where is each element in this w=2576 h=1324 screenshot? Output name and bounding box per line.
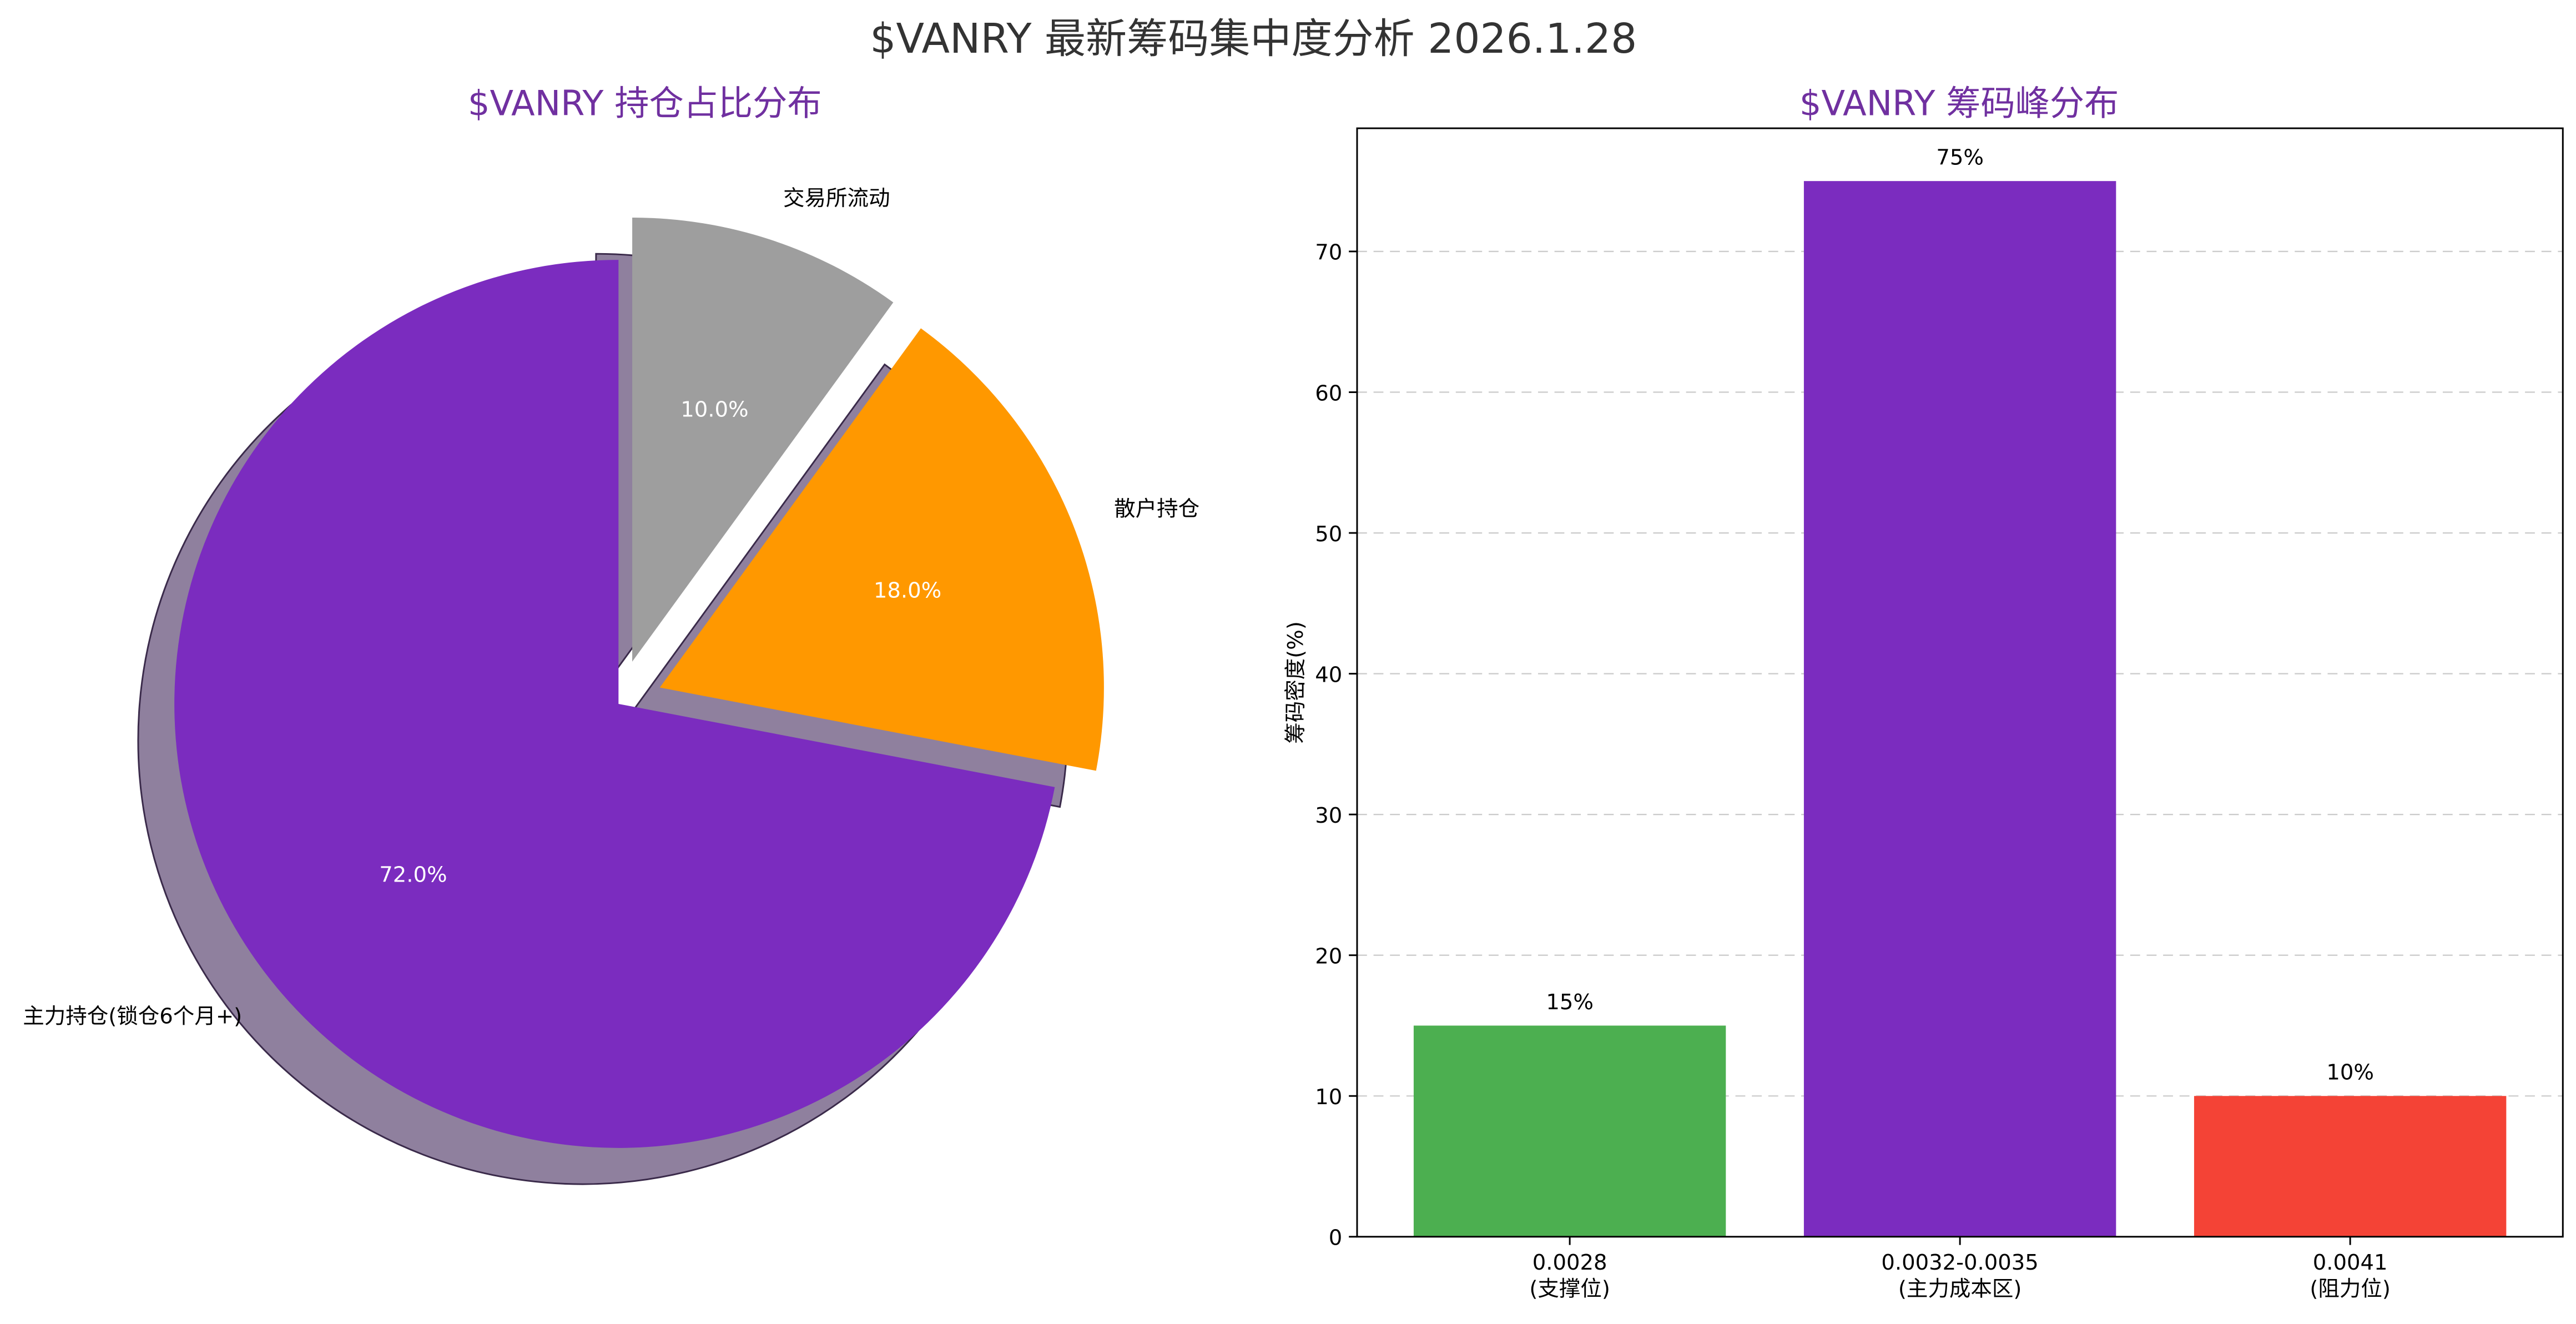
bar-x-tick-label: (主力成本区) (1898, 1276, 2022, 1301)
pie-chart-panel: $VANRY 持仓占比分布 72.0% 主力持仓(锁仓6个月+) 18.0% 散户持仓… (23, 83, 1199, 1185)
bar-y-tick-label: 60 (1315, 381, 1342, 406)
pie-percent-label: 10.0% (680, 397, 748, 422)
bar-value-label-layer: 15% 75% 10% (1546, 145, 2374, 1085)
bar-x-tick-label: (支撑位) (1529, 1276, 1610, 1301)
bar-x-tick-label: (阻力位) (2310, 1276, 2391, 1301)
bar-value-label: 15% (1546, 990, 1594, 1015)
bar-y-tick-label: 10 (1315, 1085, 1342, 1110)
bar-value-label: 10% (2326, 1060, 2374, 1085)
bar-x-tick-label: 0.0032-0.0035 (1881, 1250, 2038, 1275)
pie-category-label: 主力持仓(锁仓6个月+) (23, 1004, 242, 1029)
bar-1 (1413, 1025, 1726, 1237)
bar-3 (2194, 1096, 2507, 1237)
pie-category-label: 散户持仓 (1114, 496, 1199, 521)
bar-x-tick-label: 0.0028 (1533, 1250, 1607, 1275)
bar-y-tick-label: 20 (1315, 944, 1342, 969)
pie-chart-title: $VANRY 持仓占比分布 (468, 83, 822, 123)
bar-chart-panel: $VANRY 筹码峰分布 0 10 20 30 40 50 60 70 0.0028(支撑位)… (1283, 83, 2564, 1301)
bar-2 (1803, 181, 2116, 1237)
bar-mark-layer (1413, 181, 2507, 1237)
bar-y-axis: 0 10 20 30 40 50 60 70 (1315, 240, 1357, 1251)
pie-percent-label: 18.0% (874, 578, 941, 603)
pie-slice-3 (632, 218, 894, 662)
bar-y-tick-label: 50 (1315, 522, 1342, 547)
bar-y-axis-label: 筹码密度(%) (1283, 621, 1308, 744)
bar-y-tick-label: 0 (1329, 1226, 1343, 1251)
pie-slice-layer (174, 218, 1104, 1148)
figure-suptitle: $VANRY 最新筹码集中度分析 2026.1.28 (870, 15, 1637, 63)
pie-slice-2 (659, 328, 1104, 771)
bar-y-tick-label: 70 (1315, 240, 1342, 265)
bar-x-axis: 0.0028(支撑位) 0.0032-0.0035(主力成本区) 0.0041(阻力… (1529, 1236, 2391, 1301)
pie-slice-1 (174, 260, 1055, 1148)
bar-y-tick-label: 30 (1315, 803, 1342, 828)
bar-y-tick-label: 40 (1315, 662, 1342, 687)
pie-label-layer: 72.0% 主力持仓(锁仓6个月+) 18.0% 散户持仓 10.0% 交易所流动 (23, 186, 1199, 1029)
bar-value-label: 75% (1936, 145, 1984, 170)
pie-percent-label: 72.0% (379, 863, 447, 888)
bar-x-tick-label: 0.0041 (2313, 1250, 2388, 1275)
pie-category-label: 交易所流动 (783, 186, 890, 211)
bar-chart-title: $VANRY 筹码峰分布 (1799, 83, 2119, 123)
